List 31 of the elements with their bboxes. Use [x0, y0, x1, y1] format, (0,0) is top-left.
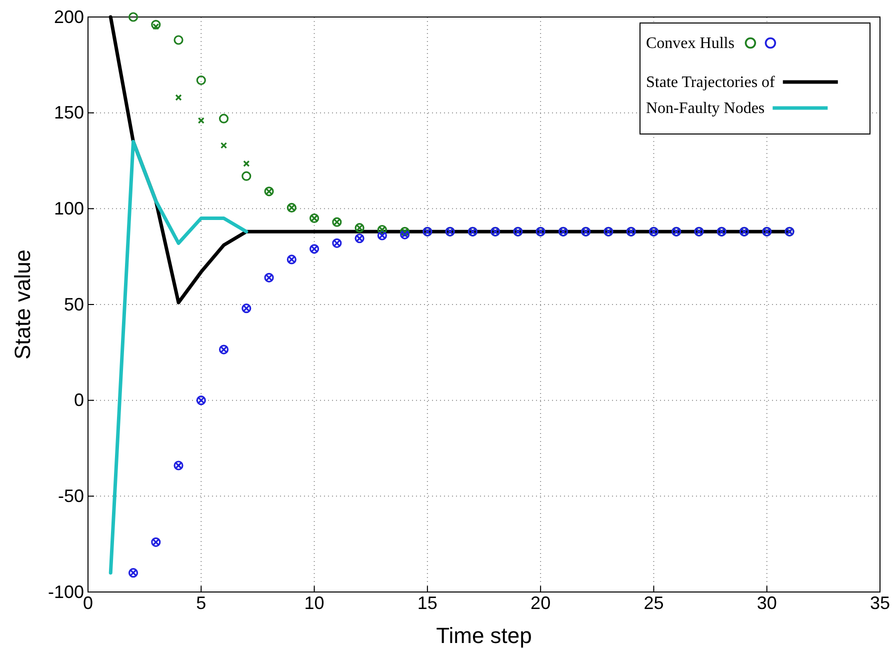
legend-label: Convex Hulls: [646, 35, 734, 52]
y-tick-label: 0: [74, 390, 84, 410]
x-tick-label: 15: [417, 592, 438, 613]
x-tick-label: 20: [530, 592, 551, 613]
x-tick-label: 10: [304, 592, 324, 613]
y-tick-label: -100: [48, 582, 84, 602]
y-axis-title: State value: [10, 249, 35, 360]
legend-label: State Trajectories of: [646, 74, 776, 91]
point: [218, 114, 229, 124]
point: [152, 23, 160, 30]
y-tick-label: 150: [54, 102, 84, 123]
point: [243, 160, 250, 167]
x-tick-label: 5: [196, 592, 206, 613]
legend-label: Non-Faulty Nodes: [646, 100, 765, 117]
point: [128, 12, 138, 22]
point: [220, 142, 228, 149]
y-tick-label: -50: [58, 486, 84, 506]
point: [151, 20, 161, 30]
x-tick-label: 25: [644, 592, 664, 613]
line-series: [108, 140, 248, 575]
x-axis-title: Time step: [436, 623, 532, 648]
point: [196, 75, 206, 86]
point: [242, 171, 252, 181]
y-tick-label: 200: [54, 6, 84, 27]
point: [198, 117, 204, 124]
y-tick-label: 100: [54, 198, 84, 218]
x-tick-label: 35: [870, 592, 890, 613]
point: [175, 94, 182, 101]
x-tick-label: 30: [756, 592, 777, 613]
y-tick-label: 50: [64, 294, 84, 314]
point: [174, 35, 184, 45]
